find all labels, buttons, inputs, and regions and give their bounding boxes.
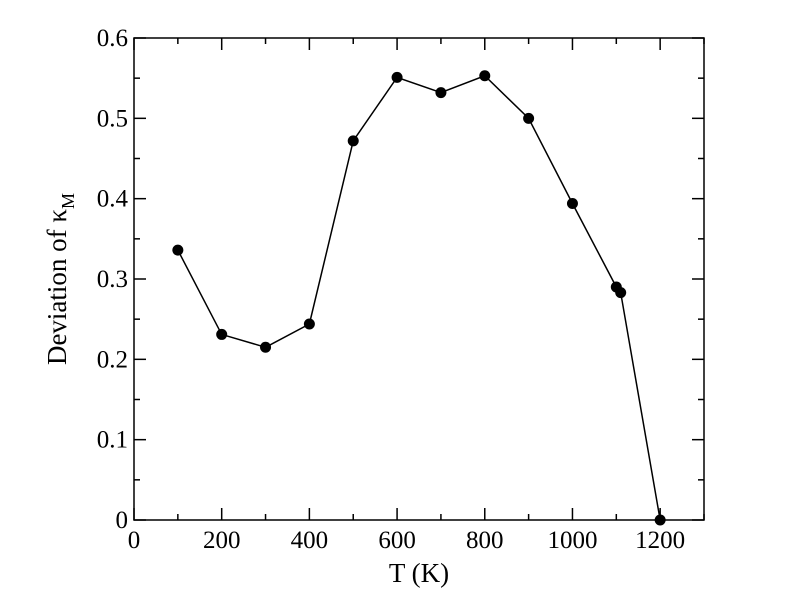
data-point <box>172 244 184 256</box>
x-tick-label: 1000 <box>547 527 597 554</box>
data-point <box>216 328 228 340</box>
y-tick-label: 0.2 <box>97 346 128 373</box>
y-tick-label: 0.1 <box>97 427 128 454</box>
y-tick-label: 0.3 <box>97 266 128 293</box>
series-layer <box>172 70 666 526</box>
plot-frame <box>133 37 705 521</box>
series-line <box>177 74 661 521</box>
x-tick-label: 800 <box>466 527 504 554</box>
y-axis-label-main: Deviation of <box>42 223 72 365</box>
data-point <box>523 112 535 124</box>
x-tick-label: 600 <box>378 527 416 554</box>
y-tick-label: 0.6 <box>97 25 128 52</box>
x-axis-ticks: 0 200 400 600 800 1000 1200 <box>128 38 705 554</box>
data-point <box>479 70 491 82</box>
x-axis-label: T (K) <box>389 558 449 588</box>
data-point <box>391 71 403 83</box>
y-tick-label: 0 <box>116 507 129 534</box>
y-tick-label: 0.4 <box>97 186 129 213</box>
data-point <box>347 135 359 147</box>
x-tick-label: 0 <box>128 527 141 554</box>
data-point <box>435 87 447 99</box>
x-tick-label: 200 <box>203 527 241 554</box>
y-axis-label: Deviation of κM <box>42 193 78 365</box>
data-point <box>566 197 578 209</box>
x-tick-label: 400 <box>291 527 329 554</box>
y-axis-label-subscript: M <box>58 193 78 209</box>
y-axis-ticks: 0 0.1 0.2 0.3 0.4 0.5 0.6 <box>97 25 704 534</box>
data-point <box>303 318 315 330</box>
data-point <box>615 287 627 299</box>
y-tick-label: 0.5 <box>97 105 128 132</box>
x-tick-label: 1200 <box>635 527 685 554</box>
data-point <box>260 341 272 353</box>
svg-text:Deviation of κM: Deviation of κM <box>42 193 78 365</box>
y-axis-label-symbol: κ <box>42 209 72 223</box>
data-point <box>654 514 666 526</box>
